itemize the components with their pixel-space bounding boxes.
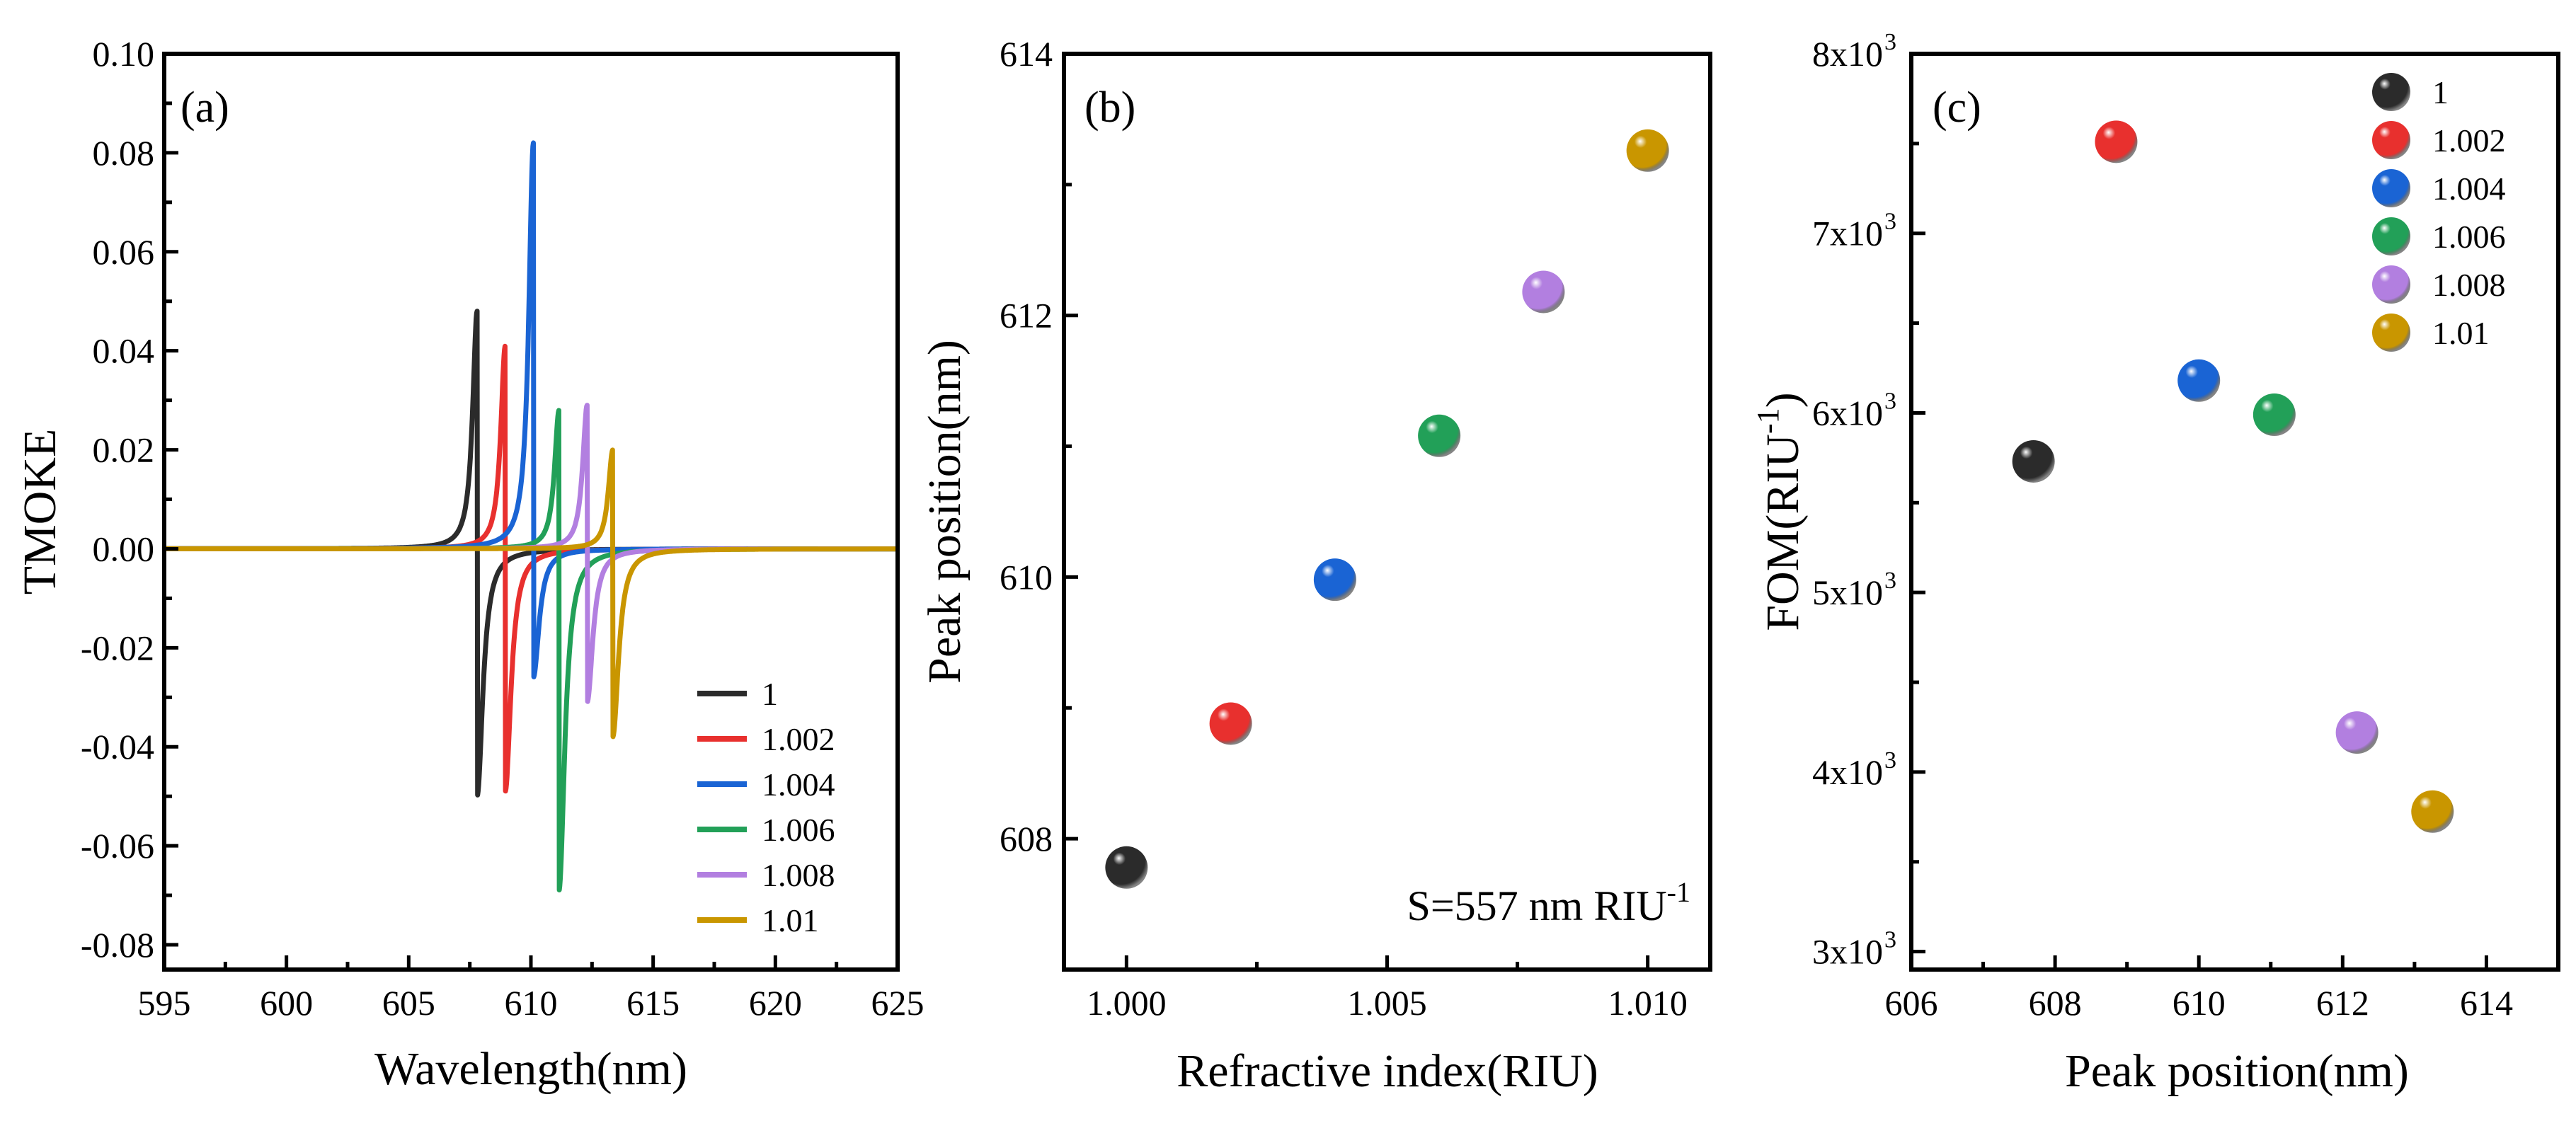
c-y-axis-label: FOM(RIU-1) [1751,392,1809,631]
a-x-tick-label: 600 [260,983,313,1023]
a-y-tick-label: -0.04 [81,727,154,766]
b-point-1-01 [1626,129,1669,172]
b-sensitivity-annotation: S=557 nm RIU-1 [1407,876,1690,929]
c-point-1-006 [2252,393,2296,436]
c-y-tick-label: 8x10 [1812,34,1883,74]
a-y-tick-label: -0.06 [81,826,154,866]
a-y-tick-label: 0.02 [93,430,155,470]
c-legend-marker-1-002 [2372,121,2410,159]
c-legend-label-1-006: 1.006 [2432,219,2506,255]
c-point-1-002 [2095,120,2138,163]
c-y-tick-exponent: 3 [1884,29,1896,55]
a-legend-label-1-008: 1.008 [762,857,835,893]
b-panel-label: (b) [1084,84,1135,132]
c-legend-label-1-004: 1.004 [2432,171,2506,207]
c-points [2012,120,2454,833]
c-legend-marker-1 [2372,73,2410,111]
a-y-tick-label: 0.10 [93,34,155,74]
c-x-tick-label: 610 [2173,983,2226,1023]
a-y-tick-label: 0.00 [93,529,155,568]
a-x-tick-label: 620 [749,983,802,1023]
c-legend-label-1-01: 1.01 [2432,315,2490,351]
c-legend-marker-1-01 [2372,314,2410,352]
c-y-tick-exponent: 3 [1884,388,1896,414]
c-y-tick-label: 5x10 [1812,573,1883,612]
a-x-tick-label: 625 [871,983,925,1023]
a-y-tick-label: -0.02 [81,628,154,667]
c-y-tick-label: 3x10 [1812,932,1883,972]
a-series-line-1-01 [162,447,900,740]
c-y-tick-exponent: 3 [1884,209,1896,235]
a-y-tick-label: 0.08 [93,133,155,173]
c-point-1 [2012,439,2055,483]
b-point-1-008 [1522,270,1565,314]
b-x-tick-label: 1.005 [1347,983,1427,1023]
a-y-tick-label: -0.08 [81,925,154,965]
b-y-tick-label: 614 [1000,34,1053,74]
c-point-1-008 [2335,711,2378,754]
c-y-tick-label: 4x10 [1812,752,1883,792]
c-legend-label-1: 1 [2432,74,2449,110]
panel-b-peak-vs-index: 1.000 1.005 1.010 608 610 612 614 (b) Refracti… [919,34,1712,1097]
c-x-tick-label: 606 [1885,983,1938,1023]
c-y-tick-exponent: 3 [1884,568,1896,594]
b-point-1-004 [1313,558,1356,602]
c-y-tick-exponent: 3 [1884,747,1896,774]
a-y-tick-label: 0.04 [93,331,155,371]
b-point-1-002 [1209,702,1252,745]
c-y-tick-exponent: 3 [1884,927,1896,953]
a-y-axis-label: TMOKE [14,429,66,595]
a-legend-label-1-004: 1.004 [762,766,835,803]
c-point-1-01 [2411,790,2454,833]
a-legend-label-1-01: 1.01 [762,902,819,938]
c-y-tick-label: 6x10 [1812,393,1883,432]
c-x-tick-label: 614 [2460,983,2513,1023]
c-legend-marker-1-006 [2372,217,2410,255]
c-point-1-004 [2177,359,2221,402]
b-point-1 [1105,846,1148,889]
b-axis-ticks: 1.000 1.005 1.010 608 610 612 614 [1000,34,1688,1023]
c-x-tick-label: 608 [2029,983,2082,1023]
a-x-tick-label: 595 [138,983,191,1023]
c-plot-frame [1909,52,2560,972]
b-x-axis-label: Refractive index(RIU) [1177,1045,1598,1097]
a-legend-label-1-002: 1.002 [762,721,835,757]
b-plot-frame [1062,52,1712,972]
c-x-tick-label: 612 [2316,983,2369,1023]
b-y-tick-label: 612 [1000,296,1053,335]
panel-a-tmoke-spectra: 595 600 605 610 615 620 625 -0.08 -0.06 -0.04 -0.0… [14,34,925,1095]
c-legend-marker-1-004 [2372,169,2410,207]
b-y-tick-label: 610 [1000,557,1053,597]
b-y-tick-label: 608 [1000,819,1053,858]
b-x-tick-label: 1.010 [1608,983,1688,1023]
b-point-1-006 [1418,414,1461,457]
a-x-tick-label: 610 [505,983,558,1023]
b-y-axis-label: Peak position(nm) [919,340,971,684]
a-x-tick-label: 615 [626,983,680,1023]
c-legend: 1 1.002 1.004 1.006 1.008 1.01 [2372,73,2506,352]
c-x-axis-label: Peak position(nm) [2065,1045,2409,1097]
a-legend-label-1-006: 1.006 [762,812,835,848]
a-x-axis-label: Wavelength(nm) [374,1043,687,1095]
c-panel-label: (c) [1933,84,1981,132]
c-y-tick-label: 7x10 [1812,214,1883,253]
c-legend-label-1-008: 1.008 [2432,267,2506,303]
a-axis-ticks: 595 600 605 610 615 620 625 -0.08 -0.06 -0.04 -0.0… [81,34,925,1023]
c-legend-label-1-002: 1.002 [2432,122,2506,159]
a-series-line-1-004 [162,140,900,679]
a-legend-label-1: 1 [762,676,778,712]
c-legend-marker-1-008 [2372,265,2410,304]
b-points [1105,129,1669,889]
a-y-tick-label: 0.06 [93,232,155,272]
b-x-tick-label: 1.000 [1087,983,1167,1023]
a-panel-label: (a) [181,84,229,132]
a-x-tick-label: 605 [382,983,435,1023]
a-legend: 1 1.002 1.004 1.006 1.008 1.01 [697,676,835,938]
a-curves [162,140,900,892]
